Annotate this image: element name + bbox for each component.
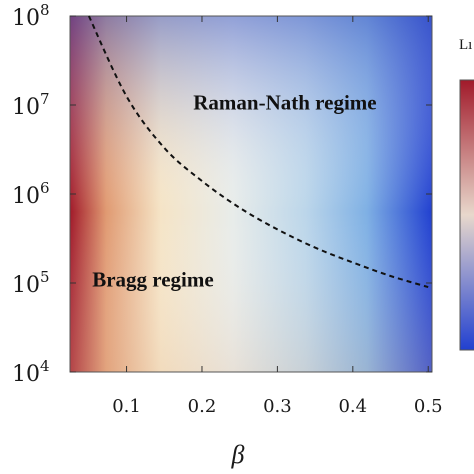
y-tick-label: 106	[12, 179, 50, 209]
colorbar-gradient	[459, 79, 474, 351]
bragg-label: Bragg regime	[92, 268, 214, 292]
annotations: Raman-Nath regime Bragg regime	[92, 90, 376, 291]
colorbar-title: Lı	[459, 37, 472, 53]
regime-boundary-curve	[87, 15, 429, 289]
x-tick-label: 0.4	[338, 396, 367, 417]
x-tick-label: 0.3	[263, 396, 292, 417]
x-axis-title: β	[231, 440, 245, 469]
x-axis-ticks: 0.1 0.2 0.3 0.4 0.5	[112, 16, 443, 417]
x-tick-label: 0.2	[188, 396, 217, 417]
y-tick-label: 108	[12, 1, 50, 31]
x-tick-label: 0.5	[414, 396, 443, 417]
y-axis-ticks: 104 105 106 107 108	[12, 1, 432, 387]
raman-nath-label: Raman-Nath regime	[193, 90, 376, 114]
heatmap-field	[70, 16, 432, 372]
colorbar: Lı	[459, 37, 474, 351]
y-tick-label: 104	[12, 357, 50, 387]
y-tick-label: 105	[12, 268, 50, 298]
y-tick-label: 107	[12, 90, 50, 120]
heatmap-shading	[70, 16, 432, 372]
x-tick-label: 0.1	[112, 396, 141, 417]
